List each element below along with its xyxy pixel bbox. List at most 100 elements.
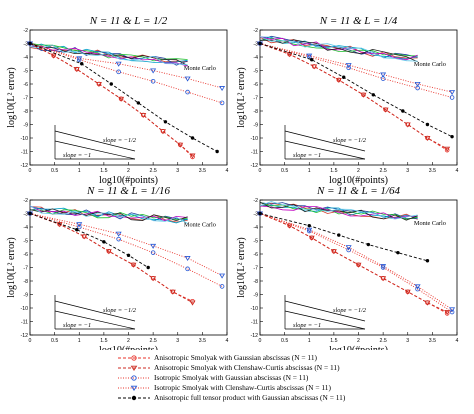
slope-label: slope = −1/2 <box>103 307 137 314</box>
data-point <box>414 82 421 87</box>
data-point <box>50 53 57 59</box>
y-axis-label: log10(L² error) <box>236 67 247 127</box>
y-tick-label: -9 <box>23 122 28 128</box>
slope-label: slope = −1/2 <box>103 137 137 144</box>
data-point <box>190 154 195 160</box>
data-point <box>81 234 88 240</box>
legend-swatch-smolyak-cc <box>118 365 150 372</box>
data-point <box>219 273 226 279</box>
data-point <box>80 62 84 66</box>
y-tick-label: -11 <box>251 149 258 155</box>
data-point <box>346 65 351 71</box>
data-point <box>76 222 83 228</box>
y-tick-label: -5 <box>23 68 28 74</box>
chart-panel: N = 11 & L = 1/16 0 0.5 1 1.5 2 2.5 3 3.5 4 -2 -3 -4… <box>6 185 229 350</box>
data-point <box>76 56 83 62</box>
y-tick-label: -2 <box>23 198 28 204</box>
data-point <box>444 146 451 152</box>
x-axis-label: log10(#points) <box>99 345 158 350</box>
data-point <box>126 253 131 258</box>
monte-carlo-line <box>259 36 418 62</box>
legend-swatch-isotropic-cc <box>118 385 150 392</box>
data-point <box>118 96 125 102</box>
x-tick-label: 4 <box>226 338 229 344</box>
chart-title: N = 11 & L = 1/2 <box>89 15 168 27</box>
data-point <box>444 311 450 316</box>
legend: Anisotropic Smolyak with Gaussian abscis… <box>116 353 416 403</box>
data-point <box>130 262 137 268</box>
series-line <box>29 213 223 287</box>
y-tick-label: -4 <box>23 225 28 231</box>
legend-item: Anisotropic full tensor product with Gau… <box>116 393 416 403</box>
y-tick-label: -6 <box>23 82 28 88</box>
data-point <box>258 211 262 216</box>
chart-title: N = 11 & L = 1/64 <box>316 185 400 197</box>
monte-carlo-line <box>29 205 188 224</box>
data-point <box>345 63 352 69</box>
slope-label: slope = −1 <box>63 152 91 159</box>
y-tick-label: -12 <box>21 163 29 169</box>
chart-panel: N = 11 & L = 1/2 0 0.5 1 1.5 2 2.5 3 3.5 4 -2 -3 -4 -… <box>6 15 229 186</box>
monte-carlo-line <box>259 36 418 60</box>
legend-item: Anisotropic Smolyak with Clenshaw-Curtis… <box>116 363 416 373</box>
data-point <box>95 82 102 87</box>
y-tick-label: -6 <box>253 82 258 88</box>
legend-label: Anisotropic Smolyak with Clenshaw-Curtis… <box>154 363 340 372</box>
x-tick-label: 2.5 <box>150 168 157 174</box>
data-point <box>424 136 431 141</box>
data-point <box>177 142 184 148</box>
data-point <box>366 242 371 247</box>
monte-carlo-line <box>29 42 188 62</box>
data-point <box>150 250 156 255</box>
data-point <box>169 289 176 295</box>
data-point <box>76 224 82 230</box>
data-point <box>449 95 455 100</box>
data-point <box>116 69 121 75</box>
monte-carlo-line <box>29 44 188 66</box>
data-point <box>425 122 430 127</box>
slope-line-one <box>54 140 136 160</box>
y-tick-label: -2 <box>253 28 258 34</box>
x-tick-label: 0 <box>29 168 32 174</box>
y-tick-label: -3 <box>253 41 258 47</box>
y-tick-label: -4 <box>253 55 258 61</box>
series-line <box>29 213 223 277</box>
y-tick-label: -6 <box>253 252 258 258</box>
data-point <box>306 228 312 234</box>
data-point <box>335 77 342 83</box>
data-point <box>150 243 157 249</box>
x-tick-label: 1 <box>78 168 81 174</box>
data-point <box>219 86 226 92</box>
plot-area <box>29 29 228 166</box>
y-tick-label: -8 <box>253 109 258 115</box>
monte-carlo-line <box>29 205 188 222</box>
y-tick-label: -9 <box>253 122 258 128</box>
x-tick-label: 0 <box>29 338 32 344</box>
figure-canvas: N = 11 & L = 1/2 0 0.5 1 1.5 2 2.5 3 3.5 4 -2 -3 -4 -… <box>6 15 459 350</box>
slope-label: slope = −1/2 <box>333 307 367 314</box>
data-point <box>28 211 32 216</box>
y-tick-label: -9 <box>253 292 258 298</box>
slope-line-half <box>284 300 366 322</box>
data-point <box>346 247 351 253</box>
y-tick-label: -6 <box>23 252 28 258</box>
x-tick-label: 2 <box>127 168 130 174</box>
data-point <box>109 82 113 86</box>
x-tick-label: 2 <box>357 338 360 344</box>
series-line <box>29 43 223 104</box>
data-point <box>414 284 421 290</box>
data-point <box>355 262 362 268</box>
data-point <box>115 61 122 67</box>
chart-title: N = 11 & L = 1/16 <box>86 185 170 197</box>
y-tick-label: -10 <box>21 306 29 312</box>
y-tick-label: -4 <box>253 225 258 231</box>
y-tick-label: -10 <box>21 136 29 142</box>
data-point <box>449 90 456 96</box>
x-tick-label: 3.5 <box>199 168 206 174</box>
data-point <box>102 240 106 244</box>
data-point <box>371 93 375 97</box>
x-tick-label: 3 <box>406 168 409 174</box>
data-point <box>404 289 411 295</box>
data-point <box>345 245 352 251</box>
slope-line-half <box>54 300 136 322</box>
